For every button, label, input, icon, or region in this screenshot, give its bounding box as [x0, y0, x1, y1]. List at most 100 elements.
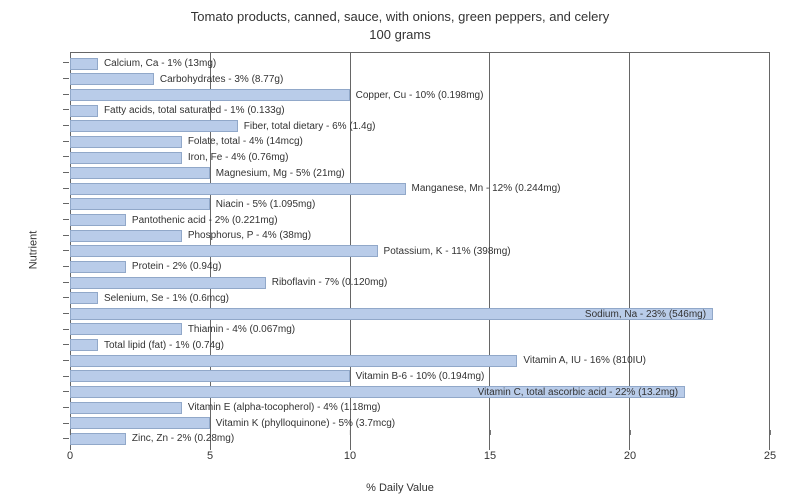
- bar: [70, 230, 182, 242]
- bar: [70, 89, 350, 101]
- chart-title: Tomato products, canned, sauce, with oni…: [0, 0, 800, 43]
- bar: [70, 136, 182, 148]
- bar-row: Riboflavin - 7% (0.120mg): [70, 277, 769, 289]
- y-tick: [60, 417, 69, 429]
- bar-row: Sodium, Na - 23% (546mg): [70, 308, 769, 320]
- x-axis-label: % Daily Value: [0, 482, 800, 494]
- bar-row: Thiamin - 4% (0.067mg): [70, 323, 769, 335]
- bar-label: Niacin - 5% (1.095mg): [216, 199, 315, 210]
- bar: [70, 402, 182, 414]
- bar-row: Potassium, K - 11% (398mg): [70, 245, 769, 257]
- bar-row: Copper, Cu - 10% (0.198mg): [70, 89, 769, 101]
- gridline: [769, 53, 770, 450]
- x-tick-label: 10: [344, 450, 356, 462]
- bar-row: Carbohydrates - 3% (8.77g): [70, 73, 769, 85]
- bar: [70, 370, 350, 382]
- y-tick: [60, 292, 69, 304]
- bar: [70, 261, 126, 273]
- bar-label: Selenium, Se - 1% (0.6mcg): [104, 293, 229, 304]
- y-tick: [60, 135, 69, 147]
- bar-label: Fiber, total dietary - 6% (1.4g): [244, 121, 376, 132]
- bar-label: Folate, total - 4% (14mcg): [188, 136, 303, 147]
- bar-row: Vitamin A, IU - 16% (810IU): [70, 355, 769, 367]
- y-axis-label: Nutrient: [27, 231, 39, 270]
- y-tick: [60, 386, 69, 398]
- bar: [70, 105, 98, 117]
- bar: [70, 355, 517, 367]
- bar: [70, 277, 266, 289]
- bar-row: Vitamin K (phylloquinone) - 5% (3.7mcg): [70, 417, 769, 429]
- bar: [70, 152, 182, 164]
- bar-label: Potassium, K - 11% (398mg): [384, 246, 511, 257]
- bar-row: Vitamin C, total ascorbic acid - 22% (13…: [70, 386, 769, 398]
- bar-label: Vitamin K (phylloquinone) - 5% (3.7mcg): [216, 418, 395, 429]
- y-tick: [60, 198, 69, 210]
- y-tick: [60, 339, 69, 351]
- x-tick-label: 15: [484, 450, 496, 462]
- y-tick: [60, 323, 69, 335]
- y-tick: [60, 402, 69, 414]
- y-tick: [60, 167, 69, 179]
- nutrient-chart: Tomato products, canned, sauce, with oni…: [0, 0, 800, 500]
- bar: [70, 198, 210, 210]
- bar-row: Phosphorus, P - 4% (38mg): [70, 230, 769, 242]
- y-tick: [60, 355, 69, 367]
- chart-title-line1: Tomato products, canned, sauce, with oni…: [191, 9, 609, 24]
- bar: Vitamin C, total ascorbic acid - 22% (13…: [70, 386, 685, 398]
- y-tick: [60, 229, 69, 241]
- bar-label: Zinc, Zn - 2% (0.28mg): [132, 433, 234, 444]
- x-tick-label: 5: [207, 450, 213, 462]
- bar-row: Total lipid (fat) - 1% (0.74g): [70, 339, 769, 351]
- bar-row: Vitamin B-6 - 10% (0.194mg): [70, 370, 769, 382]
- bar: [70, 58, 98, 70]
- bar-row: Selenium, Se - 1% (0.6mcg): [70, 292, 769, 304]
- y-tick: [60, 182, 69, 194]
- y-tick: [60, 276, 69, 288]
- bar: [70, 245, 378, 257]
- y-tick: [60, 261, 69, 273]
- bar: [70, 433, 126, 445]
- bar-label: Pantothenic acid - 2% (0.221mg): [132, 215, 278, 226]
- bar-label: Protein - 2% (0.94g): [132, 261, 222, 272]
- y-tick: [60, 214, 69, 226]
- y-tick: [60, 370, 69, 382]
- bar-label: Calcium, Ca - 1% (13mg): [104, 58, 216, 69]
- y-tick: [60, 151, 69, 163]
- x-axis: 0510152025: [70, 450, 770, 470]
- bar-label: Riboflavin - 7% (0.120mg): [272, 277, 388, 288]
- bar: [70, 214, 126, 226]
- bar-label: Vitamin B-6 - 10% (0.194mg): [356, 371, 485, 382]
- bar-label: Phosphorus, P - 4% (38mg): [188, 230, 311, 241]
- y-tick: [60, 57, 69, 69]
- bar-label: Iron, Fe - 4% (0.76mg): [188, 152, 289, 163]
- bar-row: Folate, total - 4% (14mcg): [70, 136, 769, 148]
- bar: [70, 292, 98, 304]
- y-tick: [60, 120, 69, 132]
- bar-label: Magnesium, Mg - 5% (21mg): [216, 168, 345, 179]
- bar: [70, 417, 210, 429]
- bar-row: Protein - 2% (0.94g): [70, 261, 769, 273]
- bar: [70, 73, 154, 85]
- x-tick-label: 20: [624, 450, 636, 462]
- bar-row: Niacin - 5% (1.095mg): [70, 198, 769, 210]
- bar: [70, 120, 238, 132]
- x-tick-label: 0: [67, 450, 73, 462]
- bar-row: Pantothenic acid - 2% (0.221mg): [70, 214, 769, 226]
- bar-label: Vitamin A, IU - 16% (810IU): [523, 355, 646, 366]
- bar-row: Calcium, Ca - 1% (13mg): [70, 58, 769, 70]
- bar-row: Zinc, Zn - 2% (0.28mg): [70, 433, 769, 445]
- bar-row: Fatty acids, total saturated - 1% (0.133…: [70, 105, 769, 117]
- y-axis-ticks: [60, 52, 69, 450]
- bar-row: Magnesium, Mg - 5% (21mg): [70, 167, 769, 179]
- bars-container: Calcium, Ca - 1% (13mg) Carbohydrates - 3…: [70, 53, 769, 450]
- y-tick: [60, 308, 69, 320]
- x-tick-label: 25: [764, 450, 776, 462]
- bar-label: Sodium, Na - 23% (546mg): [585, 309, 706, 320]
- bar-label: Thiamin - 4% (0.067mg): [188, 324, 295, 335]
- y-tick: [60, 73, 69, 85]
- bar-row: Manganese, Mn - 12% (0.244mg): [70, 183, 769, 195]
- y-tick: [60, 245, 69, 257]
- bar-row: Iron, Fe - 4% (0.76mg): [70, 152, 769, 164]
- bar: Sodium, Na - 23% (546mg): [70, 308, 713, 320]
- bar-label: Manganese, Mn - 12% (0.244mg): [412, 183, 561, 194]
